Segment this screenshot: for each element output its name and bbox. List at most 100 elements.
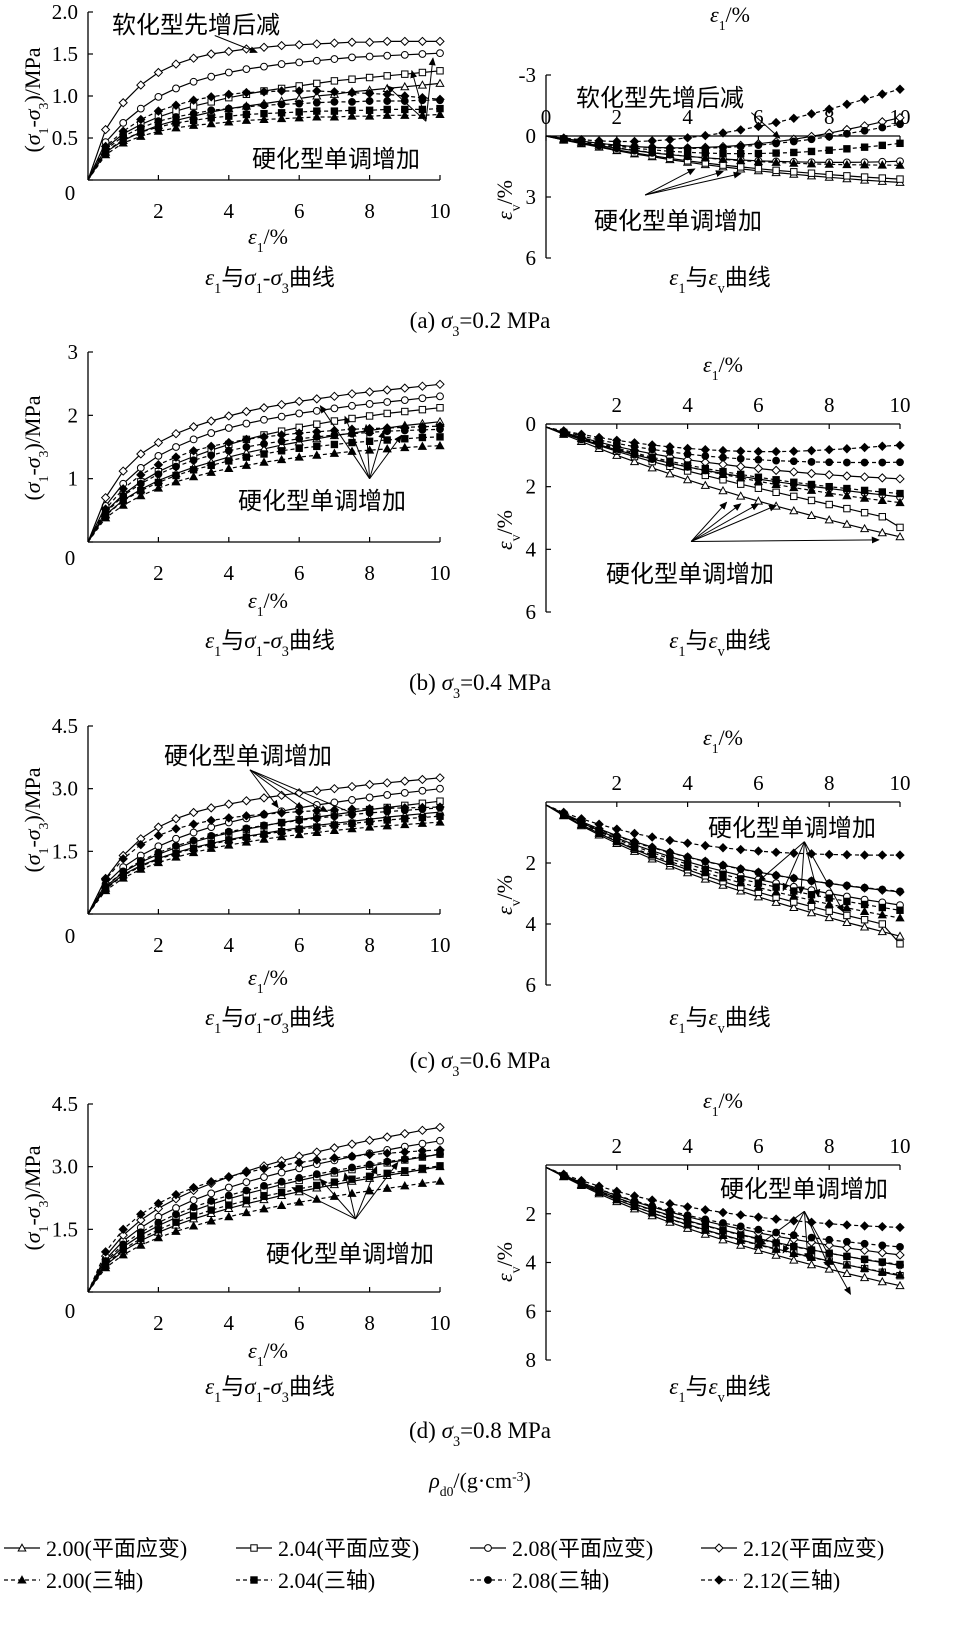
chart-a-left: 2 4 6 8 10 0.5 1.0 1.5 2.0 0 ε1/% (σ1-σ3)/MPa ε1与σ1-… — [20, 0, 550, 340]
data-point — [206, 416, 216, 426]
data-point — [241, 1207, 252, 1217]
data-point — [242, 833, 251, 841]
data-point — [294, 428, 304, 438]
data-point — [365, 400, 374, 408]
data-point — [736, 1222, 745, 1231]
annotation-text: 软化型先增后减 — [576, 84, 744, 112]
chart-subtitle: ε1与εv曲线 — [669, 1005, 770, 1037]
data-point — [753, 121, 764, 132]
data-point — [878, 488, 886, 496]
data-point — [436, 1162, 444, 1170]
data-point — [825, 132, 834, 141]
data-point — [382, 1148, 392, 1159]
data-point — [789, 891, 799, 900]
data-point — [365, 106, 374, 114]
data-point — [860, 1255, 869, 1264]
data-point — [436, 404, 444, 412]
data-point — [242, 1186, 251, 1195]
data-point — [842, 1243, 852, 1253]
data-point — [807, 147, 816, 156]
data-point — [790, 887, 798, 895]
data-point — [435, 773, 445, 783]
annotation-arrow — [214, 35, 258, 53]
data-point — [647, 1195, 657, 1205]
data-point — [276, 831, 287, 841]
panel-caption: (d) σ3=0.8 MPa — [409, 1418, 551, 1450]
x-tick-label: 4 — [224, 933, 235, 957]
data-point — [842, 490, 852, 500]
data-point — [718, 154, 728, 163]
legend-entry: 2.12(平面应变) — [701, 1536, 884, 1562]
data-point — [312, 98, 321, 107]
data-point — [277, 109, 286, 117]
x-tick-label: 10 — [430, 561, 451, 585]
data-point — [330, 107, 339, 115]
data-point — [312, 806, 322, 816]
panel-caption: (b) σ3=0.4 MPa — [409, 670, 551, 702]
legend-entry: 2.00(三轴) — [4, 1568, 143, 1594]
annotation-arrow — [410, 69, 427, 122]
data-point — [136, 124, 145, 132]
x-tick-label: 6 — [294, 1311, 305, 1335]
data-point — [401, 70, 409, 78]
data-point — [771, 1250, 781, 1259]
data-point — [383, 436, 391, 444]
data-point — [119, 118, 128, 127]
data-point — [294, 113, 304, 122]
data-point — [701, 1222, 709, 1230]
data-point — [877, 1266, 887, 1276]
x-axis-label: ε1/% — [248, 588, 288, 619]
data-point — [295, 108, 303, 116]
data-point — [259, 1204, 269, 1213]
data-point — [242, 65, 251, 74]
data-point — [100, 1247, 111, 1257]
data-point — [771, 897, 781, 906]
data-point — [400, 396, 409, 405]
data-point — [136, 114, 146, 125]
data-point — [790, 478, 798, 486]
data-point — [329, 805, 340, 815]
data-point — [277, 1168, 286, 1177]
y-tick-label: 0 — [526, 412, 537, 436]
chart-subtitle: ε1与σ1-σ3曲线 — [205, 1005, 335, 1037]
annotation-arrow — [690, 503, 760, 542]
data-point — [154, 855, 163, 863]
chart-subtitle: ε1与σ1-σ3曲线 — [205, 1374, 335, 1406]
data-point — [436, 392, 444, 401]
y-tick-label: 6 — [526, 600, 537, 624]
x-axis-label: ε1/% — [248, 965, 288, 996]
data-point — [153, 460, 164, 470]
data-point — [859, 472, 870, 482]
data-point — [347, 446, 357, 455]
data-point — [896, 120, 904, 129]
y-tick-label: 3 — [68, 340, 79, 364]
origin-label: 0 — [65, 924, 76, 948]
annotation: 硬化型单调增加 — [720, 1175, 888, 1296]
series-7 — [545, 1166, 904, 1251]
data-point — [260, 1173, 268, 1182]
annotation-arrow — [782, 1211, 805, 1254]
data-point — [119, 1240, 128, 1249]
data-point — [224, 813, 234, 823]
data-point — [418, 433, 427, 442]
x-tick-label: 2 — [153, 199, 164, 223]
data-point — [329, 1153, 340, 1163]
data-point — [417, 818, 428, 827]
data-point — [418, 786, 427, 795]
y-axis-label: (σ1-σ3)/MPa — [20, 47, 51, 152]
annotation-text: 硬化型单调增加 — [708, 814, 876, 842]
data-point — [896, 906, 904, 914]
data-point — [736, 865, 745, 873]
data-point — [206, 1177, 216, 1187]
data-point — [860, 173, 869, 181]
data-point — [330, 55, 339, 63]
x-tick-label: 2 — [612, 771, 623, 795]
y-axis-label: (σ1-σ3)/MPa — [20, 767, 51, 872]
annotation-arrow — [803, 1211, 830, 1269]
data-point — [329, 391, 340, 402]
data-point — [295, 444, 303, 452]
data-point — [189, 77, 198, 86]
data-point — [224, 89, 234, 100]
data-point — [860, 883, 869, 892]
data-point — [347, 781, 357, 792]
